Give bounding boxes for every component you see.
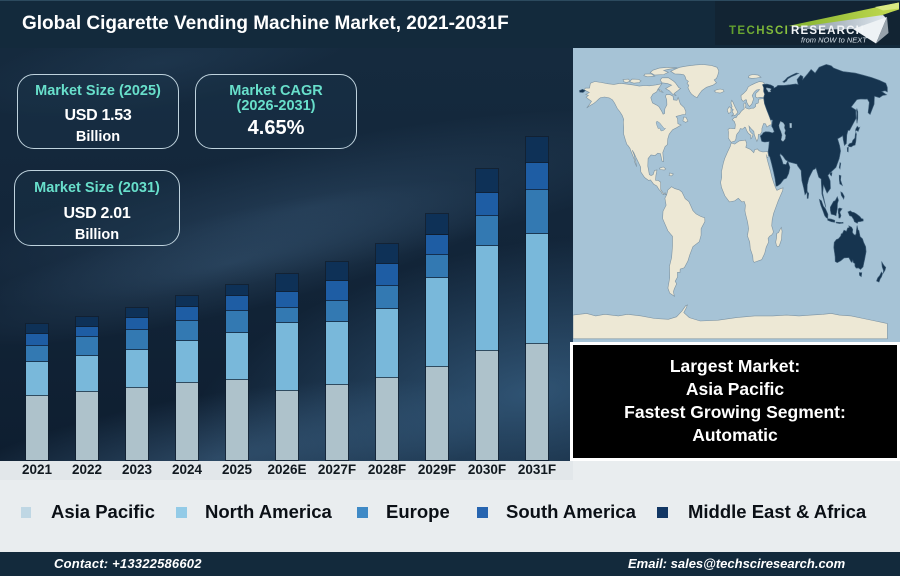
svg-text:TECHSCI: TECHSCI xyxy=(729,25,789,37)
svg-text:from NOW to NEXT: from NOW to NEXT xyxy=(801,36,868,45)
svg-text:RESEARCH: RESEARCH xyxy=(791,25,865,37)
